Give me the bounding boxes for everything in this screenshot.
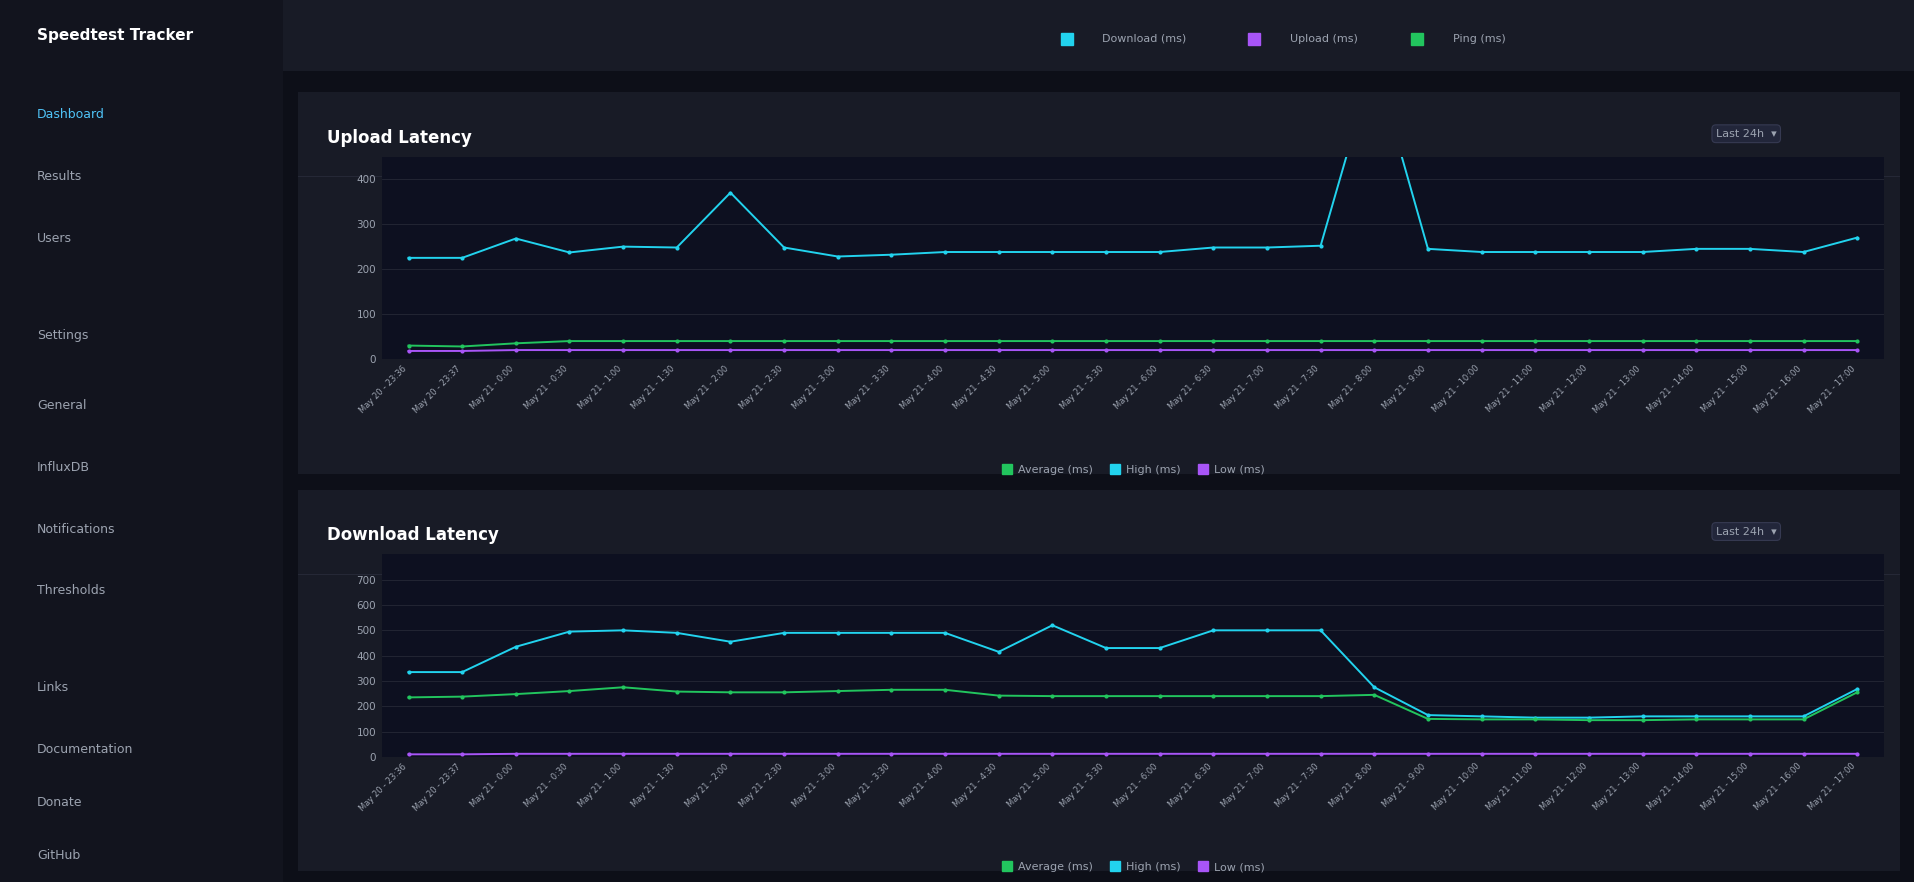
- Text: Settings: Settings: [36, 329, 88, 341]
- Text: Download Latency: Download Latency: [327, 527, 500, 544]
- Legend: Average (ms), High (ms), Low (ms): Average (ms), High (ms), Low (ms): [995, 858, 1269, 877]
- Text: InfluxDB: InfluxDB: [36, 461, 90, 474]
- Text: Users: Users: [36, 232, 73, 244]
- Text: Ping (ms): Ping (ms): [1453, 34, 1504, 44]
- Text: Last 24h  ▾: Last 24h ▾: [1715, 129, 1776, 138]
- Text: Notifications: Notifications: [36, 523, 115, 535]
- Text: General: General: [36, 400, 86, 412]
- Text: Documentation: Documentation: [36, 744, 134, 756]
- Text: Speedtest Tracker: Speedtest Tracker: [36, 27, 193, 43]
- Text: Download (ms): Download (ms): [1102, 34, 1187, 44]
- Text: Thresholds: Thresholds: [36, 585, 105, 597]
- Legend: Average (ms), High (ms), Low (ms): Average (ms), High (ms), Low (ms): [995, 460, 1269, 479]
- Text: Upload (ms): Upload (ms): [1290, 34, 1357, 44]
- Text: Links: Links: [36, 682, 69, 694]
- Text: Results: Results: [36, 170, 82, 183]
- Text: Donate: Donate: [36, 796, 82, 809]
- Text: Dashboard: Dashboard: [36, 108, 105, 121]
- Text: Last 24h  ▾: Last 24h ▾: [1715, 527, 1776, 536]
- Text: Upload Latency: Upload Latency: [327, 129, 473, 146]
- Text: GitHub: GitHub: [36, 849, 80, 862]
